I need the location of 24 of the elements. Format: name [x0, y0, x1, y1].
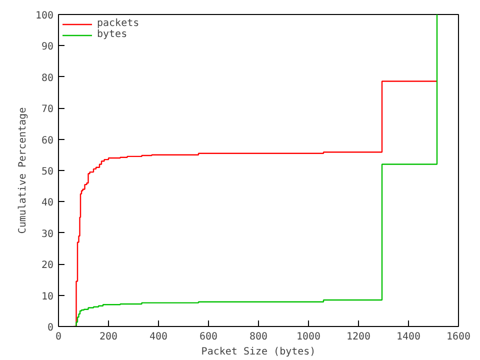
y-tick-label: 90: [41, 42, 54, 53]
y-axis-title: Cumulative Percentage: [17, 107, 28, 234]
y-tick-label: 100: [35, 10, 54, 22]
x-tick-label: 1000: [296, 332, 321, 342]
y-tick-label: 50: [41, 166, 54, 178]
y-tick-label: 0: [47, 322, 54, 334]
x-axis-title: Packet Size (bytes): [201, 346, 316, 358]
x-tick-label: 800: [249, 332, 268, 342]
x-tick-label: 1200: [346, 332, 371, 342]
y-tick-label: 80: [41, 72, 54, 84]
legend-label: bytes: [97, 29, 128, 40]
x-tick-label: 1600: [446, 332, 471, 342]
y-tick-label: 70: [41, 104, 54, 116]
y-tick-label: 30: [41, 228, 54, 240]
x-tick-label: 400: [149, 332, 168, 342]
x-tick-label: 200: [99, 332, 118, 342]
y-tick-label: 60: [41, 135, 54, 146]
y-tick-label: 40: [41, 198, 54, 209]
x-tick-label: 0: [55, 332, 62, 342]
legend-label: packets: [97, 18, 140, 29]
y-tick-label: 20: [41, 260, 54, 272]
x-tick-label: 600: [199, 332, 218, 342]
x-tick-label: 1400: [396, 332, 421, 342]
y-tick-label: 10: [41, 291, 54, 302]
